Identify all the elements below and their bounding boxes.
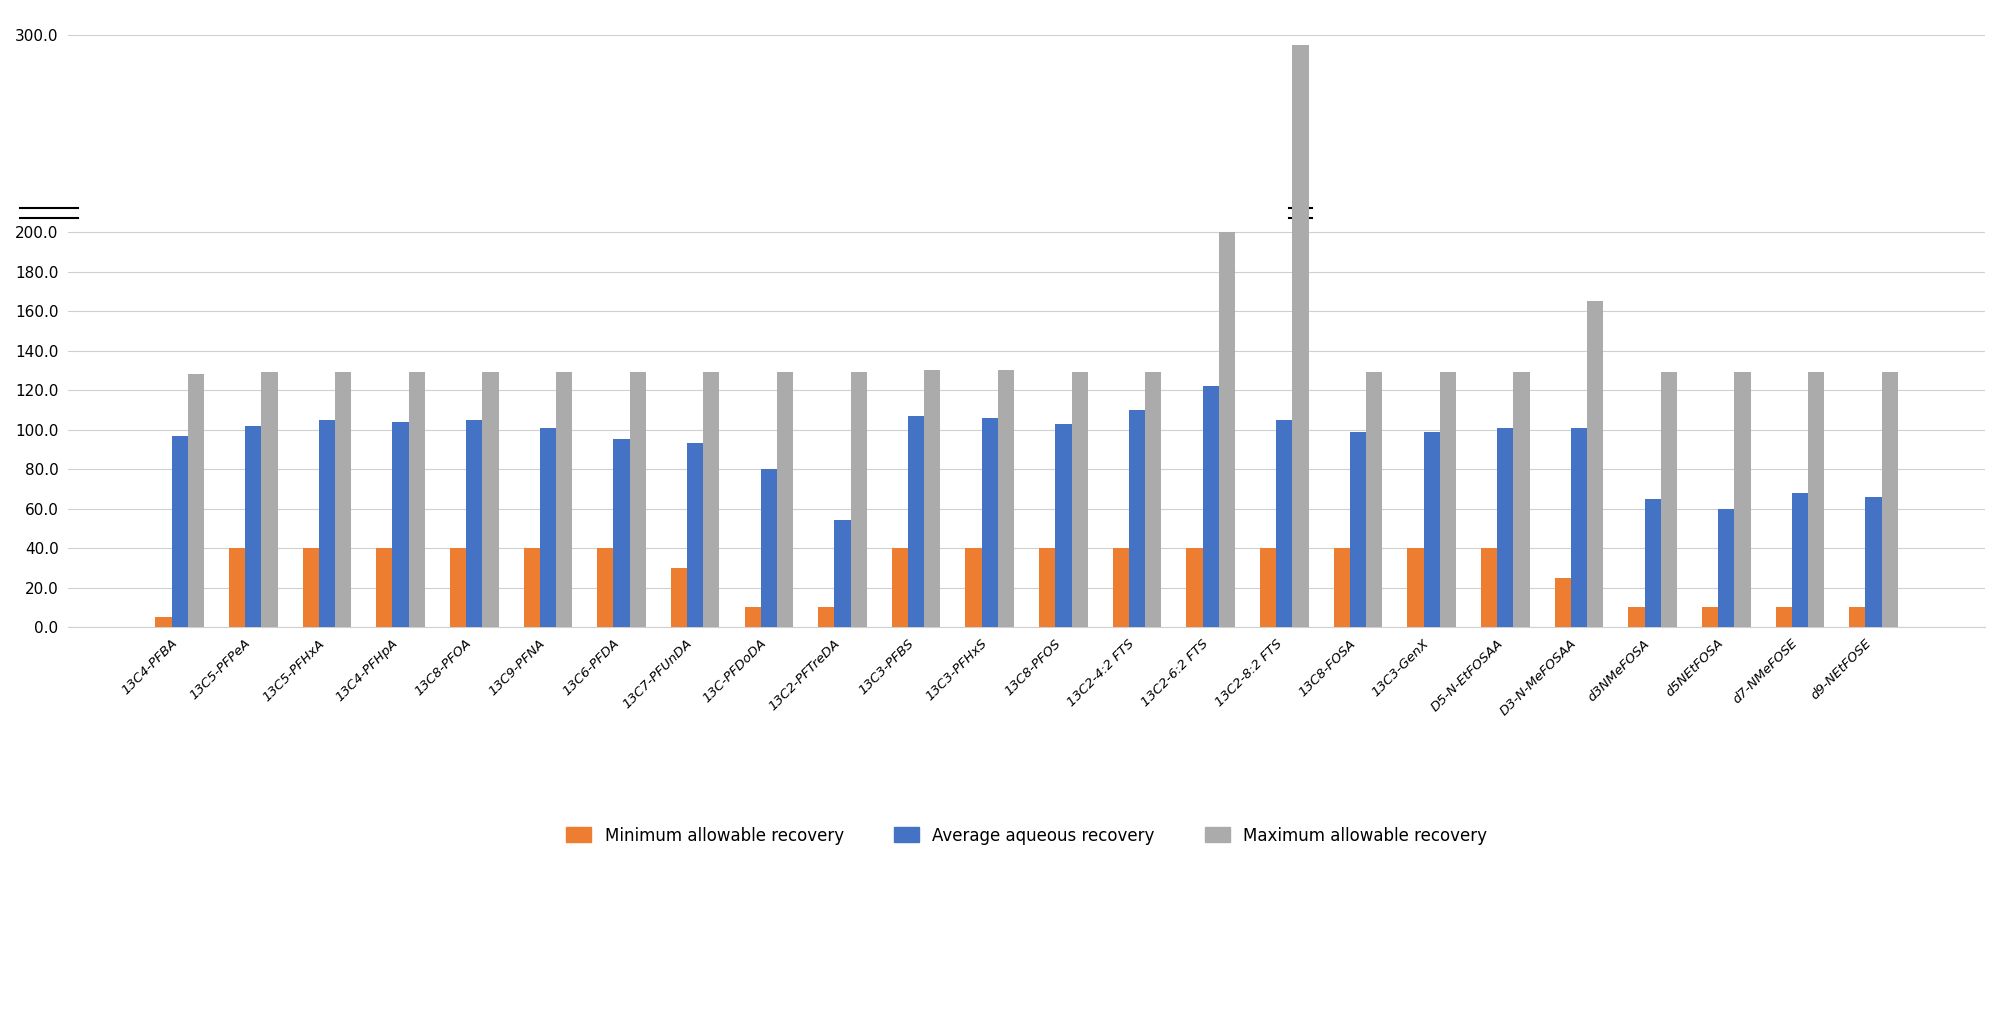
Bar	[924, 371, 940, 627]
Bar	[1056, 423, 1072, 627]
Bar	[614, 439, 630, 627]
Bar	[966, 548, 982, 627]
Bar	[1660, 373, 1676, 627]
Bar	[1718, 509, 1734, 627]
Bar	[1850, 607, 1866, 627]
Bar	[156, 617, 172, 627]
Legend: Minimum allowable recovery, Average aqueous recovery, Maximum allowable recovery: Minimum allowable recovery, Average aque…	[560, 820, 1494, 851]
Bar	[982, 418, 998, 627]
Bar	[1808, 373, 1824, 627]
Bar	[1588, 301, 1604, 627]
Bar	[1514, 373, 1530, 627]
Bar	[1128, 410, 1146, 627]
Bar	[1186, 548, 1202, 627]
Bar	[1554, 578, 1570, 627]
Bar	[818, 607, 834, 627]
Bar	[1350, 431, 1366, 627]
Bar	[1424, 431, 1440, 627]
Bar	[1276, 420, 1292, 627]
Bar	[1734, 373, 1750, 627]
Bar	[1260, 548, 1276, 627]
Bar	[556, 373, 572, 627]
Bar	[688, 443, 704, 627]
Bar	[466, 420, 482, 627]
Bar	[1644, 499, 1660, 627]
Bar	[1366, 373, 1382, 627]
Bar	[1040, 548, 1056, 627]
Bar	[1866, 497, 1882, 627]
Bar	[1202, 386, 1218, 627]
Bar	[908, 416, 924, 627]
Bar	[1146, 373, 1162, 627]
Bar	[246, 425, 262, 627]
Bar	[1072, 373, 1088, 627]
Bar	[1628, 607, 1644, 627]
Bar	[318, 420, 336, 627]
Bar	[850, 373, 866, 627]
Bar	[408, 373, 424, 627]
Bar	[482, 373, 498, 627]
Bar	[1792, 493, 1808, 627]
Bar	[630, 373, 646, 627]
Bar	[1498, 427, 1514, 627]
Bar	[302, 548, 318, 627]
Bar	[1440, 373, 1456, 627]
Bar	[450, 548, 466, 627]
Bar	[1776, 607, 1792, 627]
Bar	[524, 548, 540, 627]
Bar	[704, 373, 720, 627]
Bar	[540, 427, 556, 627]
Bar	[776, 373, 794, 627]
Bar	[760, 469, 776, 627]
Bar	[834, 520, 850, 627]
Bar	[892, 548, 908, 627]
Bar	[1112, 548, 1128, 627]
Bar	[1482, 548, 1498, 627]
Bar	[998, 371, 1014, 627]
Bar	[1570, 427, 1588, 627]
Bar	[336, 373, 352, 627]
Bar	[670, 568, 688, 627]
Bar	[598, 548, 614, 627]
Bar	[262, 373, 278, 627]
Bar	[1702, 607, 1718, 627]
Bar	[376, 548, 392, 627]
Bar	[1882, 373, 1898, 627]
Bar	[188, 375, 204, 627]
Bar	[392, 422, 408, 627]
Bar	[1292, 44, 1308, 627]
Bar	[228, 548, 246, 627]
Bar	[1334, 548, 1350, 627]
Bar	[172, 435, 188, 627]
Bar	[1408, 548, 1424, 627]
Bar	[1218, 232, 1236, 627]
Bar	[744, 607, 760, 627]
